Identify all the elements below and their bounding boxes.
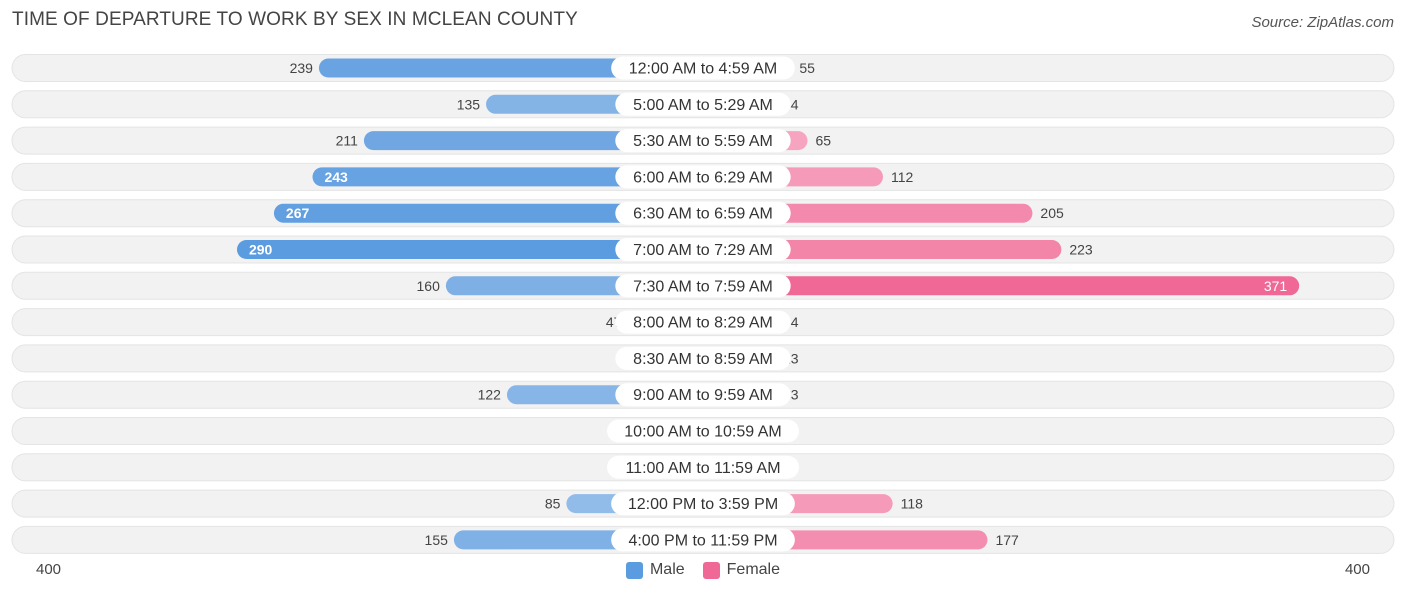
category-label: 4:00 PM to 11:59 PM (628, 532, 777, 549)
category-pill (615, 274, 791, 298)
chart-title: TIME OF DEPARTURE TO WORK BY SEX IN MCLE… (12, 9, 578, 30)
category-label: 9:00 AM to 9:59 AM (633, 387, 773, 404)
female-bar (703, 276, 1300, 296)
legend-swatch-male (625, 561, 643, 579)
category-pill (607, 455, 799, 479)
male-value-label: 122 (478, 387, 502, 403)
legend-swatch-female (702, 561, 720, 579)
male-value-label: 211 (336, 133, 359, 149)
male-value-label: 290 (249, 242, 273, 258)
category-pill (615, 129, 791, 153)
male-bar (273, 203, 703, 223)
male-value-label: 243 (324, 169, 348, 185)
category-pill (607, 419, 799, 443)
category-label: 12:00 AM to 4:59 AM (629, 61, 778, 78)
category-label: 12:00 PM to 3:59 PM (628, 496, 778, 513)
category-label: 5:00 AM to 5:29 AM (633, 97, 773, 114)
chart-row: 36011:00 AM to 11:59 AM (11, 453, 1395, 482)
female-value-label: 118 (901, 496, 924, 512)
chart-row: 14138:30 AM to 8:59 AM (11, 344, 1395, 373)
female-value-label: 371 (1264, 278, 1288, 294)
male-value-label: 160 (417, 278, 441, 294)
legend-item-female: Female (702, 561, 781, 579)
male-value-label: 85 (545, 496, 561, 512)
female-value-label: 65 (815, 133, 831, 149)
chart-row: 290 223 7:00 AM to 7:29 AM (11, 235, 1395, 264)
chart-row: 155 177 4:00 PM to 11:59 PM (11, 525, 1395, 554)
chart-row: 160 371 7:30 AM to 7:59 AM (11, 271, 1395, 300)
category-pill (615, 201, 791, 225)
female-value-label: 177 (995, 532, 1019, 548)
chart-row: 211 65 5:30 AM to 5:59 AM (11, 126, 1395, 155)
category-label: 5:30 AM to 5:59 AM (633, 133, 773, 150)
axis-right-label: 400 (1344, 561, 1370, 578)
male-value-label: 155 (425, 532, 449, 548)
category-pill (611, 492, 795, 516)
female-value-label: 223 (1069, 242, 1093, 258)
legend-item-male: Male (625, 561, 685, 579)
male-bar (236, 240, 703, 259)
category-label: 6:30 AM to 6:59 AM (633, 206, 773, 223)
category-label: 8:30 AM to 8:59 AM (633, 351, 773, 368)
chart-source: Source: ZipAtlas.com (1251, 14, 1394, 31)
axis-left-label: 400 (36, 561, 62, 578)
category-pill (611, 56, 795, 80)
male-value-label: 267 (286, 205, 310, 221)
category-label: 10:00 AM to 10:59 AM (624, 424, 781, 441)
category-pill (615, 238, 791, 261)
female-value-label: 112 (891, 169, 914, 185)
chart-row: 267 205 6:30 AM to 6:59 AM (11, 199, 1395, 228)
chart-row: 243 112 6:00 AM to 6:29 AM (11, 162, 1395, 191)
chart-row: 47 448:00 AM to 8:29 AM (11, 308, 1395, 337)
chart-row: 372010:00 AM to 10:59 AM (11, 417, 1395, 445)
female-value-label: 55 (799, 60, 815, 76)
female-bar (703, 240, 1062, 259)
category-label: 8:00 AM to 8:29 AM (633, 315, 773, 332)
chart-row: 239 55 12:00 AM to 4:59 AM (11, 54, 1395, 82)
legend-label-male: Male (649, 561, 685, 578)
chart-row: 85 118 12:00 PM to 3:59 PM (11, 489, 1395, 518)
category-label: 6:00 AM to 6:29 AM (633, 169, 773, 186)
male-value-label: 135 (457, 96, 481, 112)
chart-row: 122 439:00 AM to 9:59 AM (11, 380, 1395, 409)
category-pill (615, 310, 791, 334)
category-label: 7:30 AM to 7:59 AM (633, 278, 773, 295)
legend-label-female: Female (726, 561, 781, 578)
category-label: 11:00 AM to 11:59 AM (625, 460, 780, 477)
category-label: 7:00 AM to 7:29 AM (633, 242, 773, 259)
category-pill (615, 383, 791, 407)
female-value-label: 205 (1040, 205, 1064, 221)
male-bar (312, 167, 703, 187)
chart-legend: Male Female (0, 561, 1406, 579)
male-value-label: 239 (290, 60, 314, 76)
chart-row: 135 445:00 AM to 5:29 AM (11, 90, 1395, 119)
category-pill (615, 165, 791, 189)
category-pill (611, 528, 795, 552)
category-pill (615, 92, 791, 116)
category-pill (615, 346, 791, 370)
male-bar (318, 58, 703, 78)
